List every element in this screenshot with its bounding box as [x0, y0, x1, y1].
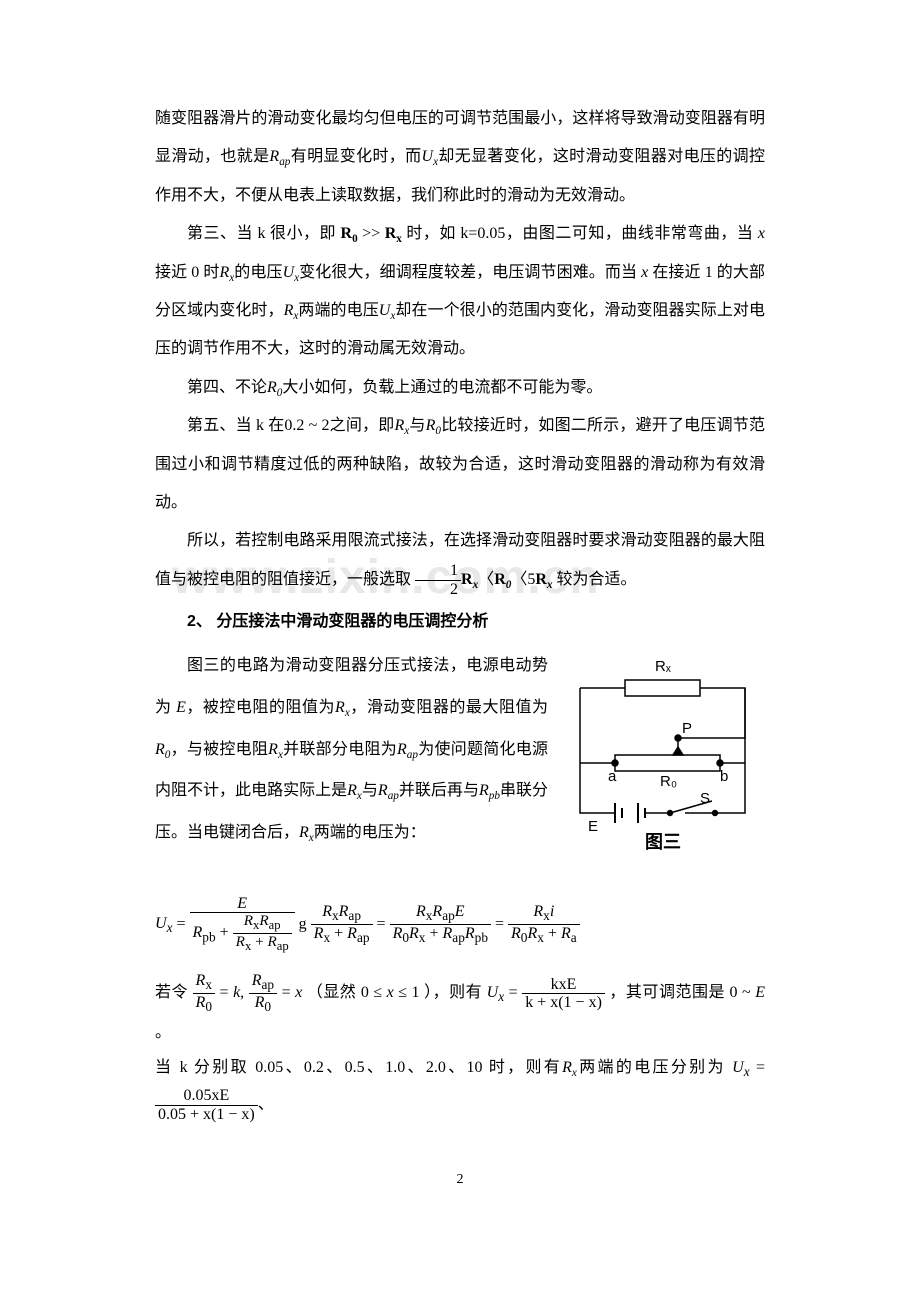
- text: 第三、当 k 很小，即: [187, 225, 341, 242]
- var-Rx-bold: Rx: [461, 571, 478, 588]
- frac-Rap-R0: RapR0: [249, 972, 277, 1015]
- paragraph-3: 第四、不论R0大小如何，负载上通过的电流都不可能为零。: [155, 369, 765, 407]
- frac-005xE: 0.05xE0.05 + x(1 − x): [155, 1087, 258, 1123]
- text: 接近 0 时: [155, 264, 219, 281]
- text: 大小如何，负载上通过的电流都不可能为零。: [282, 379, 602, 396]
- var-R0-bold: R0: [494, 571, 511, 588]
- text: 两端的电压为：: [314, 824, 426, 841]
- text: 与: [362, 782, 378, 799]
- text: 并联后再与: [399, 782, 479, 799]
- text: ，滑动变阻器的最大阻值为: [350, 699, 548, 716]
- var-Rx: Rx: [299, 824, 314, 841]
- paragraph-8: 当 k 分别取 0.05、0.2、0.5、1.0、2.0、10 时，则有Rx两端…: [155, 1050, 765, 1123]
- var-Rap: Rap: [378, 782, 399, 799]
- frac-half: 12: [415, 562, 461, 598]
- var-Rx: Rx: [335, 699, 350, 716]
- text: ），则有: [424, 984, 482, 1001]
- var-Ux: Ux: [283, 264, 300, 281]
- langle: 〈: [511, 571, 527, 588]
- range: 0.2 ~ 2: [284, 417, 329, 434]
- text: 第五、当 k 在: [187, 417, 284, 434]
- var-Rx: Rx: [394, 417, 409, 434]
- var-Rx-bold: Rx: [535, 571, 552, 588]
- text: 的电压: [234, 264, 282, 281]
- var-Rx: Rx: [284, 302, 299, 319]
- gt: >>: [362, 225, 380, 242]
- text: ，与被控电阻: [170, 741, 268, 758]
- text: 若令: [155, 984, 188, 1001]
- text: 时，如 k=0.05，由图二可知，曲线非常弯曲，当: [402, 225, 754, 242]
- text: 。: [155, 1024, 171, 1041]
- text: 变化很大，细调程度较差，电压调节困难。而当: [299, 264, 637, 281]
- text: 并联部分电阻为: [283, 741, 397, 758]
- var-R0-bold: R0: [341, 225, 358, 242]
- var-E: E: [176, 699, 186, 716]
- paragraph-2: 第三、当 k 很小，即 R0 >> Rx 时，如 k=0.05，由图二可知，曲线…: [155, 215, 765, 369]
- var-R0: R0: [267, 379, 282, 396]
- paragraph-5: 所以，若控制电路采用限流式接法，在选择滑动变阻器时要求滑动变阻器的最大阻值与被控…: [155, 522, 765, 599]
- text: （显然: [307, 984, 357, 1001]
- langle: 〈: [478, 571, 494, 588]
- text: 较为合适。: [557, 571, 637, 588]
- figure-caption: 图三: [645, 832, 681, 852]
- paragraph-1: 随变阻器滑片的滑动变化最均匀但电压的可调节范围最小，这样将导致滑动变阻器有明显滑…: [155, 100, 765, 215]
- var-x: x: [758, 225, 765, 242]
- var-Rx: Rx: [268, 741, 283, 758]
- paragraph-4: 第五、当 k 在0.2 ~ 2之间，即Rx与R0比较接近时，如图二所示，避开了电…: [155, 407, 765, 522]
- label-S: S: [700, 790, 710, 807]
- var-Rx: Rx: [219, 264, 234, 281]
- var-Rx: Rx: [347, 782, 362, 799]
- frac-Rx-R0: RxR0: [193, 972, 215, 1015]
- text: 有明显变化时，而: [290, 148, 421, 165]
- var-Ux: Ux: [379, 302, 396, 319]
- label-E: E: [588, 818, 598, 835]
- figure-3: Rₓ a R₀ b P: [560, 653, 765, 868]
- var-Rap: Rap: [269, 148, 290, 165]
- circuit-diagram-3: Rₓ a R₀ b P: [560, 653, 765, 853]
- section-heading-2: 2、 分压接法中滑动变阻器的电压调控分析: [155, 603, 765, 641]
- svg-text:b: b: [720, 768, 728, 785]
- var-R0: R0: [155, 741, 170, 758]
- text: 当 k 分别取 0.05、0.2、0.5、1.0、2.0、10 时，则有: [155, 1059, 562, 1076]
- var-Rap: Rap: [397, 741, 418, 758]
- text: ，其可调范围是: [609, 984, 725, 1001]
- paragraph-7: 若令 RxR0 = k, RapR0 = x （显然 0 ≤ x ≤ 1 ），则…: [155, 972, 765, 1050]
- text: 之间，即: [329, 417, 394, 434]
- text: 两端的电压: [298, 302, 378, 319]
- text: 第四、不论: [187, 379, 267, 396]
- frac-kxE: kxEk + x(1 − x): [522, 976, 605, 1012]
- var-R0: R0: [426, 417, 441, 434]
- var-Rpb: Rpb: [479, 782, 500, 799]
- text: 与: [409, 417, 425, 434]
- equation-ux-derivation: Ux = E Rpb + RxRapRx + Rap g RxRap Rx + …: [155, 895, 765, 955]
- text: 两端的电压分别为: [577, 1059, 726, 1076]
- page-content: 随变阻器滑片的滑动变化最均匀但电压的可调节范围最小，这样将导致滑动变阻器有明显滑…: [155, 100, 765, 1197]
- label-R0: R₀: [660, 773, 677, 790]
- label-Rx: Rₓ: [655, 658, 671, 675]
- var-x: x: [641, 264, 648, 281]
- text: ，被控电阻的阻值为: [186, 699, 335, 716]
- label-P: P: [682, 720, 692, 737]
- text: 、: [258, 1096, 274, 1113]
- page-number: 2: [155, 1163, 765, 1197]
- var-Ux: Ux: [422, 148, 439, 165]
- var-Rx-bold: Rx: [385, 225, 402, 242]
- var-Rx: Rx: [562, 1059, 577, 1076]
